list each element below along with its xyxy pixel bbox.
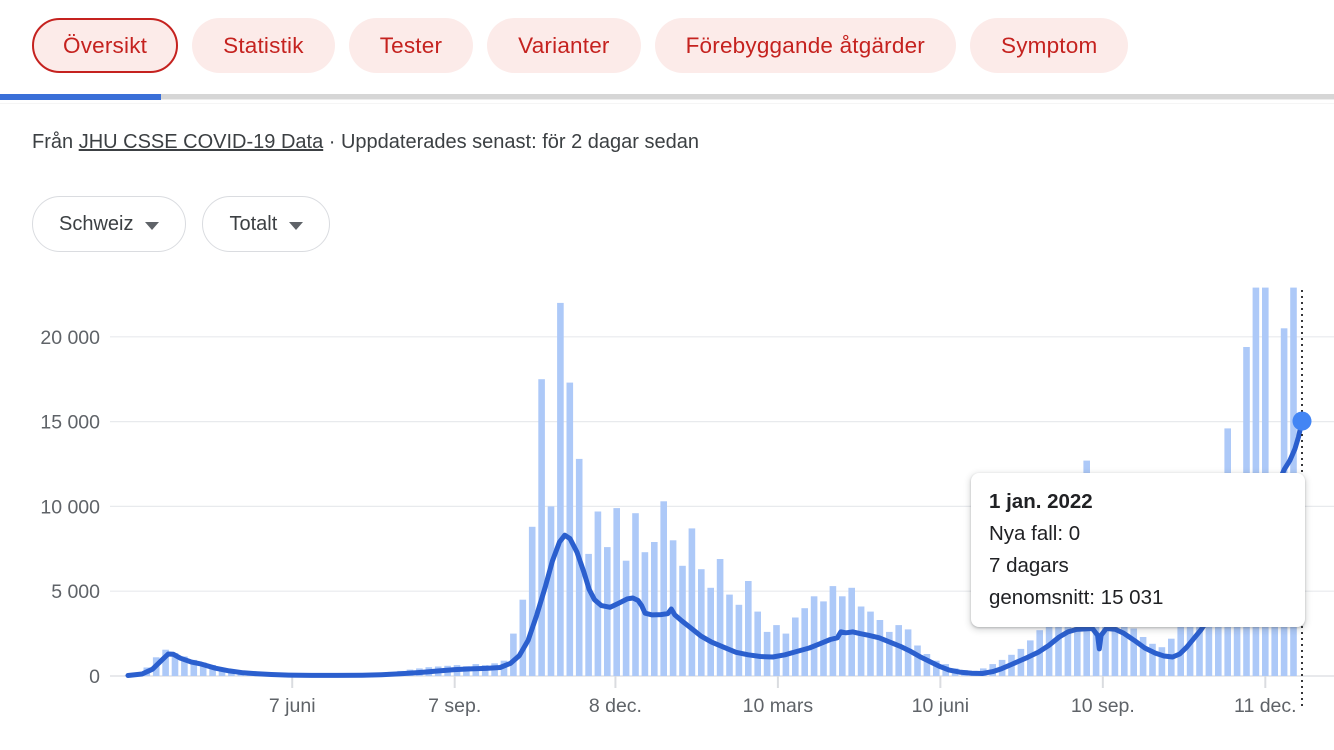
svg-text:5 000: 5 000 xyxy=(51,581,100,603)
svg-text:20 000: 20 000 xyxy=(40,327,100,349)
svg-text:10 000: 10 000 xyxy=(40,496,100,518)
source-suffix: · Uppdaterades senast: för 2 dagar sedan xyxy=(323,131,699,153)
source-line: Från JHU CSSE COVID-19 Data · Uppdaterad… xyxy=(32,131,699,154)
metric-dropdown-value: Totalt xyxy=(229,212,278,235)
tab-statistik[interactable]: Statistik xyxy=(192,18,335,73)
source-link[interactable]: JHU CSSE COVID-19 Data xyxy=(78,131,324,153)
region-dropdown-value: Schweiz xyxy=(59,212,134,235)
svg-text:7 sep.: 7 sep. xyxy=(428,695,481,717)
tab-label: Varianter xyxy=(518,32,610,58)
tab-label: Förebyggande åtgärder xyxy=(685,32,925,58)
svg-text:15 000: 15 000 xyxy=(40,412,100,434)
tab-label: Symptom xyxy=(1000,32,1098,58)
chevron-down-icon xyxy=(289,221,304,230)
tabs-scrollbar-thumb[interactable] xyxy=(0,94,161,100)
tooltip-avg-value: genomsnitt: 15 031 xyxy=(989,586,1164,609)
tooltip-avg-label: 7 dagars xyxy=(989,554,1069,577)
tooltip-new-cases: Nya fall: 0 xyxy=(989,522,1081,545)
svg-text:0: 0 xyxy=(89,666,100,688)
svg-text:10 mars: 10 mars xyxy=(743,695,814,717)
source-prefix: Från xyxy=(32,131,79,153)
tooltip-date: 1 jan. 2022 xyxy=(989,490,1093,513)
tab-label: Tester xyxy=(379,32,443,58)
svg-text:7 juni: 7 juni xyxy=(269,695,316,717)
svg-text:10 juni: 10 juni xyxy=(912,695,969,717)
chevron-down-icon xyxy=(145,221,160,230)
x-axis-labels: 7 juni 7 sep. 8 dec. 10 mars 10 juni 10 sep. 1… xyxy=(269,676,1297,717)
svg-text:8 dec.: 8 dec. xyxy=(589,695,642,717)
tab-oversikt[interactable]: Översikt xyxy=(32,18,179,73)
tab-label: Statistik xyxy=(223,32,304,58)
hover-marker-dot xyxy=(1292,411,1312,431)
tab-forebyggande-atgarder[interactable]: Förebyggande åtgärder xyxy=(654,18,956,73)
avg-line-series xyxy=(125,418,1305,678)
topic-tabs: Översikt Statistik Tester Varianter Före… xyxy=(32,18,1334,73)
tab-tester[interactable]: Tester xyxy=(348,18,474,73)
y-axis-labels: 0 5 000 10 000 15 000 20 000 xyxy=(40,327,100,688)
metric-dropdown[interactable]: Totalt xyxy=(202,196,331,252)
region-dropdown[interactable]: Schweiz xyxy=(32,196,187,252)
tab-label: Översikt xyxy=(63,32,148,58)
svg-text:10 sep.: 10 sep. xyxy=(1071,695,1135,717)
chart-filters: Schweiz Totalt xyxy=(32,196,331,252)
divider xyxy=(0,103,1334,104)
tab-symptom[interactable]: Symptom xyxy=(969,18,1129,73)
tabs-scrollbar-track[interactable] xyxy=(0,94,1334,100)
tab-varianter[interactable]: Varianter xyxy=(487,18,641,73)
chart-tooltip: 1 jan. 2022 Nya fall: 0 7 dagars genomsn… xyxy=(971,473,1305,627)
svg-text:11 dec.: 11 dec. xyxy=(1234,695,1297,717)
